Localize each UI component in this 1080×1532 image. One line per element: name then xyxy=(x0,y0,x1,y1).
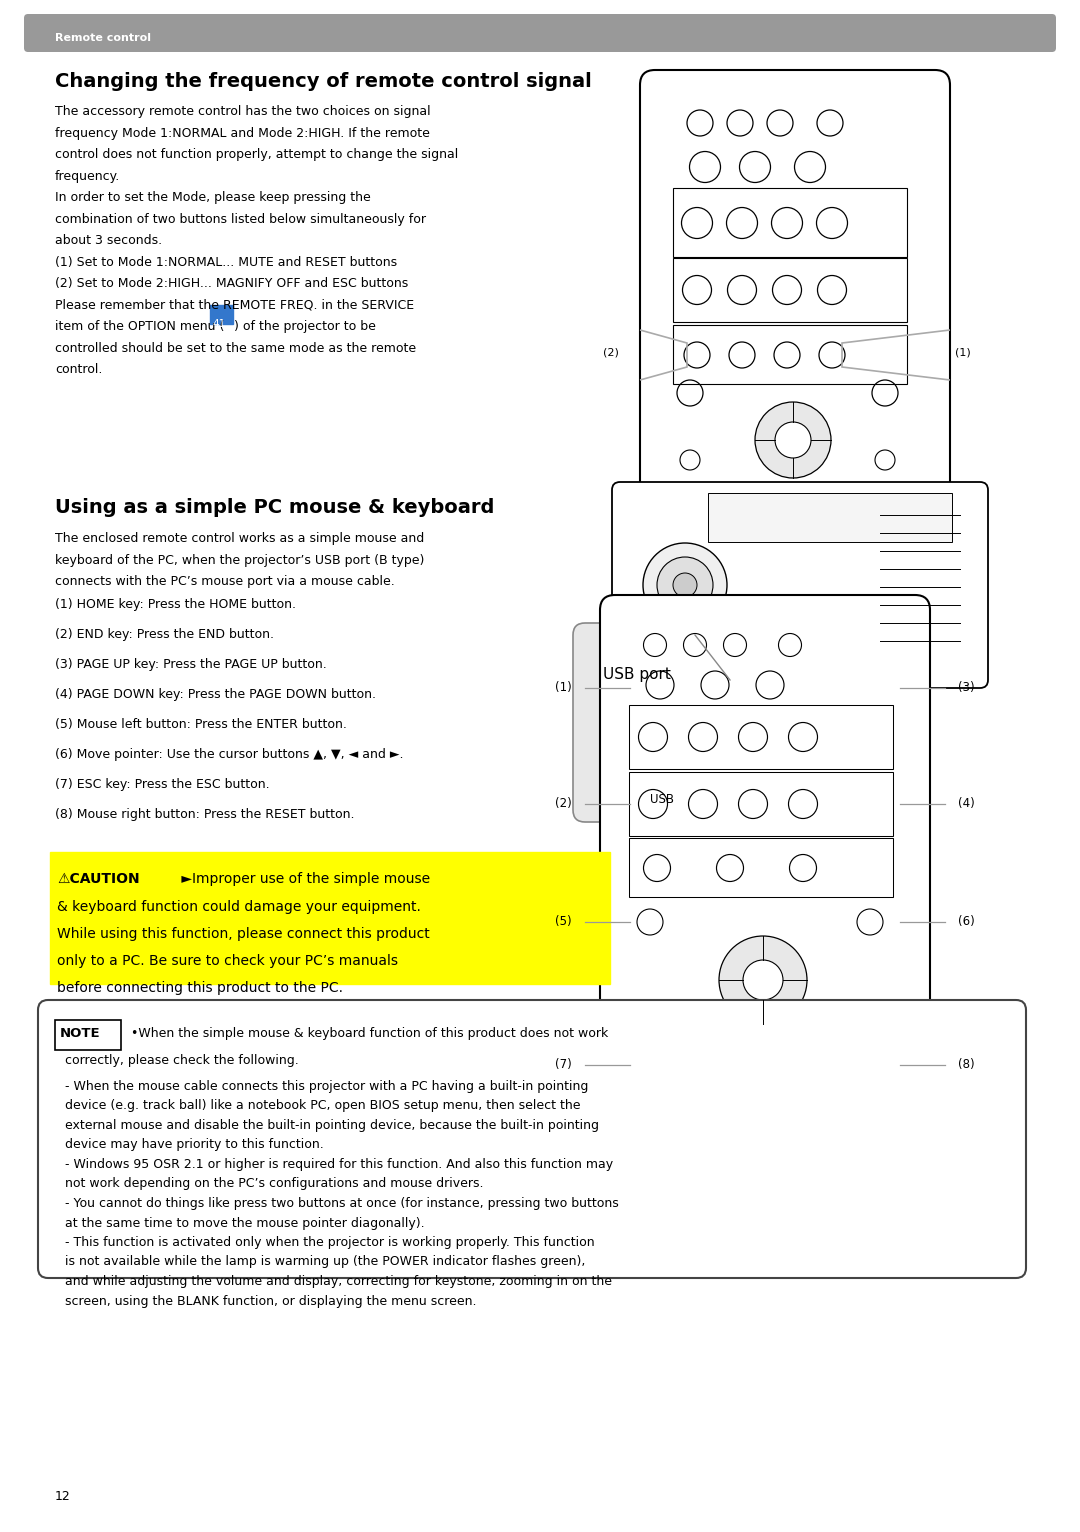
Text: keyboard of the PC, when the projector’s USB port (B type): keyboard of the PC, when the projector’s… xyxy=(55,553,424,567)
Text: NOTE: NOTE xyxy=(60,1026,100,1040)
Text: 41: 41 xyxy=(213,319,226,329)
Text: device (e.g. track ball) like a notebook PC, open BIOS setup menu, then select t: device (e.g. track ball) like a notebook… xyxy=(65,1100,581,1112)
Text: - This function is activated only when the projector is working properly. This f: - This function is activated only when t… xyxy=(65,1236,595,1249)
Text: correctly, please check the following.: correctly, please check the following. xyxy=(65,1054,299,1066)
Text: While using this function, please connect this product: While using this function, please connec… xyxy=(57,927,430,941)
FancyBboxPatch shape xyxy=(55,1020,121,1049)
Text: frequency.: frequency. xyxy=(55,170,120,182)
Text: control does not function properly, attempt to change the signal: control does not function properly, atte… xyxy=(55,149,458,161)
Text: (5): (5) xyxy=(555,915,571,928)
FancyBboxPatch shape xyxy=(573,624,816,823)
Circle shape xyxy=(775,421,811,458)
FancyBboxPatch shape xyxy=(708,493,951,542)
Text: (1) Set to Mode 1:NORMAL... MUTE and RESET buttons: (1) Set to Mode 1:NORMAL... MUTE and RES… xyxy=(55,256,397,268)
Text: 12: 12 xyxy=(55,1491,71,1503)
Text: device may have priority to this function.: device may have priority to this functio… xyxy=(65,1138,324,1152)
Circle shape xyxy=(657,558,713,613)
Text: is not available while the lamp is warming up (the POWER indicator flashes green: is not available while the lamp is warmi… xyxy=(65,1256,585,1268)
FancyBboxPatch shape xyxy=(600,594,930,1115)
Text: - Windows 95 OSR 2.1 or higher is required for this function. And also this func: - Windows 95 OSR 2.1 or higher is requir… xyxy=(65,1158,613,1170)
FancyBboxPatch shape xyxy=(24,14,1056,52)
Text: USB: USB xyxy=(650,794,674,806)
Text: Remote control: Remote control xyxy=(55,32,151,43)
Text: control.: control. xyxy=(55,363,103,375)
Text: ►Improper use of the simple mouse: ►Improper use of the simple mouse xyxy=(177,872,430,885)
Text: (1) HOME key: Press the HOME button.: (1) HOME key: Press the HOME button. xyxy=(55,597,296,611)
Text: (7): (7) xyxy=(555,1059,571,1071)
Text: (2): (2) xyxy=(555,797,571,810)
Text: connects with the PC’s mouse port via a mouse cable.: connects with the PC’s mouse port via a … xyxy=(55,574,395,588)
Text: and while adjusting the volume and display, correcting for keystone, zooming in : and while adjusting the volume and displ… xyxy=(65,1275,612,1288)
Text: (4) PAGE DOWN key: Press the PAGE DOWN button.: (4) PAGE DOWN key: Press the PAGE DOWN b… xyxy=(55,688,376,702)
Text: item of the OPTION menu (: item of the OPTION menu ( xyxy=(55,320,225,332)
Text: Please remember that the REMOTE FREQ. in the SERVICE: Please remember that the REMOTE FREQ. in… xyxy=(55,299,414,311)
Text: external mouse and disable the built-in pointing device, because the built-in po: external mouse and disable the built-in … xyxy=(65,1118,599,1132)
Text: (8) Mouse right button: Press the RESET button.: (8) Mouse right button: Press the RESET … xyxy=(55,807,354,821)
Circle shape xyxy=(743,961,783,1000)
FancyBboxPatch shape xyxy=(38,1000,1026,1278)
Text: USB port: USB port xyxy=(603,666,671,682)
Text: In order to set the Mode, please keep pressing the: In order to set the Mode, please keep pr… xyxy=(55,192,370,204)
FancyBboxPatch shape xyxy=(640,70,950,499)
Text: at the same time to move the mouse pointer diagonally).: at the same time to move the mouse point… xyxy=(65,1216,424,1230)
Text: •When the simple mouse & keyboard function of this product does not work: •When the simple mouse & keyboard functi… xyxy=(127,1026,608,1040)
Circle shape xyxy=(673,573,697,597)
Text: (4): (4) xyxy=(958,797,975,810)
Text: ⚠CAUTION: ⚠CAUTION xyxy=(57,872,139,885)
FancyBboxPatch shape xyxy=(210,305,233,323)
Text: (3): (3) xyxy=(958,682,975,694)
Text: The accessory remote control has the two choices on signal: The accessory remote control has the two… xyxy=(55,106,431,118)
Text: - You cannot do things like press two buttons at once (for instance, pressing tw: - You cannot do things like press two bu… xyxy=(65,1196,619,1210)
Text: (3) PAGE UP key: Press the PAGE UP button.: (3) PAGE UP key: Press the PAGE UP butto… xyxy=(55,659,327,671)
Text: (7) ESC key: Press the ESC button.: (7) ESC key: Press the ESC button. xyxy=(55,778,270,791)
Text: before connecting this product to the PC.: before connecting this product to the PC… xyxy=(57,980,343,994)
Text: (2) Set to Mode 2:HIGH... MAGNIFY OFF and ESC buttons: (2) Set to Mode 2:HIGH... MAGNIFY OFF an… xyxy=(55,277,408,290)
Circle shape xyxy=(719,936,807,1023)
FancyBboxPatch shape xyxy=(624,686,730,781)
Text: (5) Mouse left button: Press the ENTER button.: (5) Mouse left button: Press the ENTER b… xyxy=(55,719,347,731)
Text: (6) Move pointer: Use the cursor buttons ▲, ▼, ◄ and ►.: (6) Move pointer: Use the cursor buttons… xyxy=(55,748,404,761)
Text: screen, using the BLANK function, or displaying the menu screen.: screen, using the BLANK function, or dis… xyxy=(65,1295,476,1307)
Text: (1): (1) xyxy=(555,682,571,694)
Text: Changing the frequency of remote control signal: Changing the frequency of remote control… xyxy=(55,72,592,90)
FancyBboxPatch shape xyxy=(612,483,988,688)
Circle shape xyxy=(643,542,727,627)
Text: not work depending on the PC’s configurations and mouse drivers.: not work depending on the PC’s configura… xyxy=(65,1178,484,1190)
Text: (2) END key: Press the END button.: (2) END key: Press the END button. xyxy=(55,628,274,640)
Text: - When the mouse cable connects this projector with a PC having a built-in point: - When the mouse cable connects this pro… xyxy=(65,1080,589,1092)
Text: (1): (1) xyxy=(955,348,971,357)
FancyBboxPatch shape xyxy=(50,852,610,984)
Text: ) of the projector to be: ) of the projector to be xyxy=(233,320,376,332)
Text: combination of two buttons listed below simultaneously for: combination of two buttons listed below … xyxy=(55,213,426,225)
Text: controlled should be set to the same mode as the remote: controlled should be set to the same mod… xyxy=(55,342,416,354)
Text: & keyboard function could damage your equipment.: & keyboard function could damage your eq… xyxy=(57,899,421,915)
Text: (6): (6) xyxy=(958,915,975,928)
Text: frequency Mode 1:NORMAL and Mode 2:HIGH. If the remote: frequency Mode 1:NORMAL and Mode 2:HIGH.… xyxy=(55,127,430,139)
Circle shape xyxy=(755,401,831,478)
Text: only to a PC. Be sure to check your PC’s manuals: only to a PC. Be sure to check your PC’s… xyxy=(57,954,399,968)
Text: (8): (8) xyxy=(958,1059,975,1071)
Text: (2): (2) xyxy=(603,348,619,357)
FancyBboxPatch shape xyxy=(638,702,716,768)
Text: The enclosed remote control works as a simple mouse and: The enclosed remote control works as a s… xyxy=(55,532,424,545)
Text: about 3 seconds.: about 3 seconds. xyxy=(55,234,162,247)
Text: Using as a simple PC mouse & keyboard: Using as a simple PC mouse & keyboard xyxy=(55,498,495,516)
